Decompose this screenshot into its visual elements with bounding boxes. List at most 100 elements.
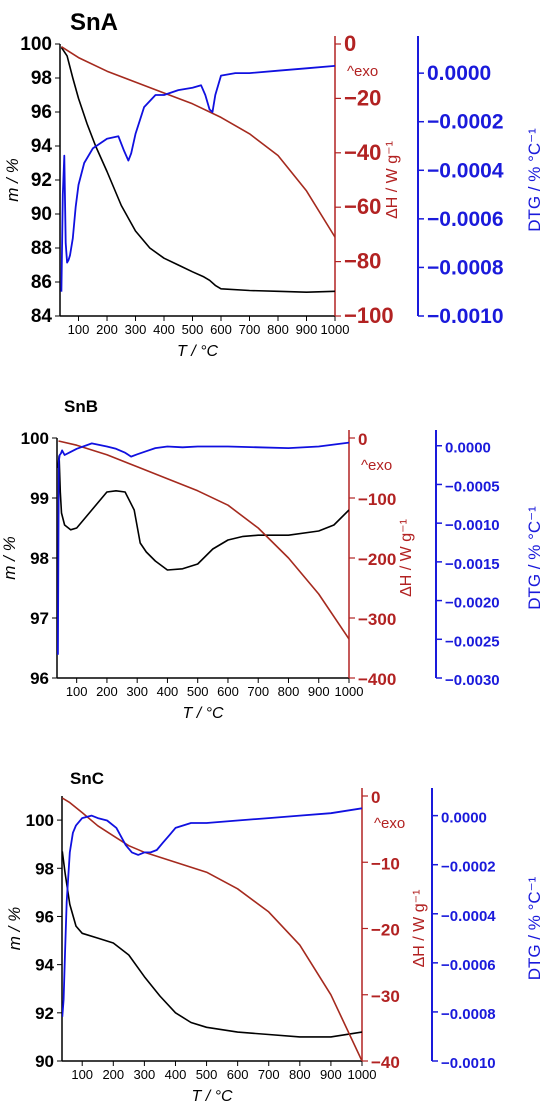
y2-tick-label: 0: [358, 430, 367, 449]
y2-tick-label: −60: [344, 194, 381, 219]
y2-tick-label: −40: [371, 1053, 400, 1072]
y3-tick-label: −0.0025: [445, 633, 500, 650]
x-tick-label: 900: [308, 684, 330, 699]
y1-tick-label: 94: [35, 956, 54, 975]
y1-tick-label: 86: [31, 272, 52, 293]
y1-tick-label: 99: [30, 489, 49, 508]
x-tick-label: 400: [157, 684, 179, 699]
x-tick-label: 800: [289, 1067, 311, 1082]
y1-tick-label: 96: [35, 907, 54, 926]
x-tick-label: 700: [247, 684, 269, 699]
y2-axis-label: ΔH / W g⁻¹: [411, 890, 428, 968]
x-tick-label: 400: [165, 1067, 187, 1082]
y3-tick-label: −0.0008: [441, 1006, 496, 1023]
x-tick-label: 400: [153, 322, 175, 337]
y1-tick-label: 84: [31, 306, 53, 327]
y1-axis-label: m / %: [5, 907, 24, 950]
y2-tick-label: −20: [371, 921, 400, 940]
y1-tick-label: 88: [31, 238, 52, 259]
y3-tick-label: −0.0010: [441, 1055, 496, 1072]
y3-tick-label: −0.0015: [445, 556, 500, 573]
y2-tick-label: −300: [358, 610, 396, 629]
y3-tick-label: 0.0000: [427, 62, 491, 85]
y3-tick-label: 0.0000: [445, 440, 491, 457]
x-tick-label: 100: [71, 1067, 93, 1082]
mass-line: [57, 455, 349, 571]
x-tick-label: 100: [66, 684, 88, 699]
dtg-line: [60, 65, 335, 292]
x-tick-label: 600: [217, 684, 239, 699]
y3-tick-label: −0.0006: [441, 957, 496, 974]
x-tick-label: 1000: [335, 684, 364, 699]
y1-tick-label: 100: [20, 34, 52, 55]
x-axis-label: T / °C: [191, 1088, 233, 1105]
y3-tick-label: −0.0020: [445, 595, 500, 612]
x-tick-label: 800: [267, 322, 289, 337]
heat-flow-line: [58, 440, 349, 640]
x-tick-label: 300: [134, 1067, 156, 1082]
x-tick-label: 500: [196, 1067, 218, 1082]
y3-tick-label: −0.0004: [427, 159, 504, 182]
y2-tick-label: −80: [344, 249, 381, 274]
y3-tick-label: −0.0010: [427, 305, 504, 328]
y2-tick-label: −100: [344, 303, 394, 328]
y2-tick-label: −200: [358, 550, 396, 569]
mass-line: [62, 851, 362, 1038]
dtg-line: [57, 441, 349, 655]
y1-tick-label: 100: [21, 429, 49, 448]
x-tick-label: 300: [126, 684, 148, 699]
y2-tick-label: −400: [358, 670, 396, 689]
y2-axis-label: ΔH / W g⁻¹: [398, 519, 415, 597]
x-tick-label: 500: [187, 684, 209, 699]
x-tick-label: 900: [320, 1067, 342, 1082]
y3-axis-label: DTG / % °C⁻¹: [525, 128, 544, 232]
y2-axis-label: ΔH / W g⁻¹: [384, 141, 401, 219]
y3-tick-label: −0.0006: [427, 208, 504, 231]
mass-line: [60, 46, 335, 294]
chart-title: SnC: [70, 769, 104, 788]
y3-tick-label: −0.0002: [441, 859, 496, 876]
x-tick-label: 600: [227, 1067, 249, 1082]
y1-tick-label: 98: [31, 68, 52, 89]
x-tick-label: 600: [210, 322, 232, 337]
y3-tick-label: −0.0010: [445, 517, 500, 534]
heat-flow-line: [62, 797, 362, 1061]
exo-annotation: ^exo: [347, 63, 378, 80]
y1-tick-label: 90: [31, 204, 52, 225]
y1-tick-label: 98: [30, 549, 49, 568]
x-tick-label: 100: [68, 322, 90, 337]
y1-tick-label: 92: [35, 1004, 54, 1023]
y2-tick-label: −30: [371, 987, 400, 1006]
x-tick-label: 200: [102, 1067, 124, 1082]
x-tick-label: 1000: [348, 1067, 377, 1082]
y2-tick-label: 0: [344, 31, 356, 56]
y1-tick-label: 92: [31, 170, 52, 191]
y2-tick-label: −100: [358, 490, 396, 509]
y1-tick-label: 96: [31, 102, 52, 123]
y1-axis-label: m / %: [3, 158, 22, 201]
x-tick-label: 800: [278, 684, 300, 699]
x-axis-label: T / °C: [182, 705, 224, 722]
y3-tick-label: −0.0004: [441, 908, 496, 925]
heat-flow-line: [60, 46, 335, 238]
y1-axis-label: m / %: [0, 536, 19, 579]
y1-tick-label: 90: [35, 1052, 54, 1071]
y2-tick-label: −20: [344, 85, 381, 110]
y3-tick-label: −0.0005: [445, 478, 500, 495]
y3-tick-label: −0.0030: [445, 672, 500, 689]
y1-tick-label: 96: [30, 669, 49, 688]
y3-axis-label: DTG / % °C⁻¹: [525, 876, 544, 980]
y1-tick-label: 98: [35, 859, 54, 878]
y2-tick-label: 0: [371, 788, 380, 807]
y2-tick-label: −40: [344, 140, 381, 165]
x-tick-label: 200: [96, 684, 118, 699]
exo-annotation: ^exo: [361, 457, 392, 474]
exo-annotation: ^exo: [374, 815, 405, 832]
x-tick-label: 500: [182, 322, 204, 337]
chart-title: SnB: [64, 397, 98, 416]
x-tick-label: 900: [296, 322, 318, 337]
y3-axis-label: DTG / % °C⁻¹: [525, 506, 544, 610]
